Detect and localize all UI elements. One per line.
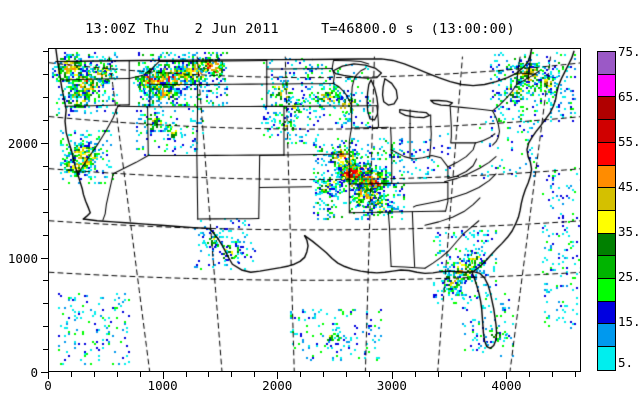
y-axis-tick-label: 2000 bbox=[7, 136, 38, 152]
x-axis-tick-label: 1000 bbox=[147, 378, 178, 393]
colorbar-band bbox=[598, 279, 615, 302]
x-axis-tick-label: 0 bbox=[44, 378, 52, 393]
colorbar-band bbox=[598, 120, 615, 143]
x-axis-tick bbox=[552, 372, 553, 377]
x-axis-tick bbox=[140, 372, 141, 377]
colorbar-tick-label: 75. bbox=[618, 44, 640, 59]
plot-title: 13:00Z Thu 2 Jun 2011 T=46800.0 s (13:00… bbox=[85, 21, 515, 37]
colorbar-tick-label: 35. bbox=[618, 224, 640, 239]
colorbar-tick-label: 45. bbox=[618, 179, 640, 194]
x-axis-tick bbox=[277, 372, 278, 379]
x-axis-tick bbox=[461, 372, 462, 377]
x-axis-tick-label: 3000 bbox=[376, 378, 407, 393]
x-axis-tick bbox=[575, 372, 576, 377]
x-axis-tick bbox=[208, 372, 209, 377]
x-axis-tick bbox=[94, 372, 95, 377]
x-axis-tick bbox=[415, 372, 416, 377]
x-axis-tick bbox=[506, 372, 507, 379]
y-axis-tick bbox=[43, 120, 48, 121]
x-axis-tick-label: 2000 bbox=[262, 378, 293, 393]
y-axis-tick bbox=[41, 143, 48, 144]
y-axis-tick bbox=[43, 97, 48, 98]
x-axis-tick bbox=[484, 372, 485, 377]
y-axis-tick bbox=[43, 303, 48, 304]
colorbar-band bbox=[598, 74, 615, 98]
x-axis-tick bbox=[529, 372, 530, 377]
x-axis-tick bbox=[117, 372, 118, 377]
y-axis-tick bbox=[43, 280, 48, 281]
colorbar-band bbox=[598, 301, 615, 325]
colorbar[interactable] bbox=[597, 51, 616, 371]
colorbar-band bbox=[598, 210, 615, 234]
colorbar-band bbox=[598, 97, 615, 121]
y-axis-tick bbox=[43, 166, 48, 167]
x-axis-tick bbox=[254, 372, 255, 377]
y-axis-tick bbox=[43, 74, 48, 75]
colorbar-band bbox=[598, 188, 615, 211]
x-axis-tick bbox=[186, 372, 187, 377]
y-axis-tick bbox=[43, 189, 48, 190]
x-axis-tick bbox=[392, 372, 393, 379]
colorbar-band bbox=[598, 233, 615, 257]
colorbar-band bbox=[598, 324, 615, 348]
x-axis-tick bbox=[48, 372, 49, 379]
colorbar-tick-label: 55. bbox=[618, 134, 640, 149]
colorbar-tick-label: 15. bbox=[618, 314, 640, 329]
y-axis-tick bbox=[41, 258, 48, 259]
y-axis-tick bbox=[43, 51, 48, 52]
colorbar-tick-label: 25. bbox=[618, 269, 640, 284]
x-axis-tick bbox=[231, 372, 232, 377]
y-axis-tick bbox=[43, 235, 48, 236]
x-axis-tick bbox=[300, 372, 301, 377]
x-axis-tick bbox=[323, 372, 324, 377]
colorbar-band bbox=[598, 142, 615, 166]
y-axis-tick-label: 0 bbox=[30, 365, 38, 380]
x-axis-tick bbox=[163, 372, 164, 379]
map-plot-area[interactable] bbox=[48, 48, 581, 372]
colorbar-tick-label: 5. bbox=[618, 355, 634, 370]
x-axis-tick bbox=[71, 372, 72, 377]
y-axis-tick bbox=[43, 349, 48, 350]
y-axis-tick bbox=[43, 326, 48, 327]
colorbar-band bbox=[598, 347, 615, 370]
colorbar-tick-label: 65. bbox=[618, 89, 640, 104]
y-axis-tick-label: 1000 bbox=[7, 250, 38, 266]
colorbar-band bbox=[598, 165, 615, 189]
x-axis-tick bbox=[369, 372, 370, 377]
x-axis-tick-label: 4000 bbox=[491, 378, 522, 393]
y-axis-tick bbox=[43, 212, 48, 213]
y-axis-tick bbox=[41, 372, 48, 373]
colorbar-band bbox=[598, 52, 615, 75]
x-axis-tick bbox=[438, 372, 439, 377]
radar-reflectivity-canvas bbox=[49, 49, 580, 371]
colorbar-band bbox=[598, 256, 615, 280]
x-axis-tick bbox=[346, 372, 347, 377]
